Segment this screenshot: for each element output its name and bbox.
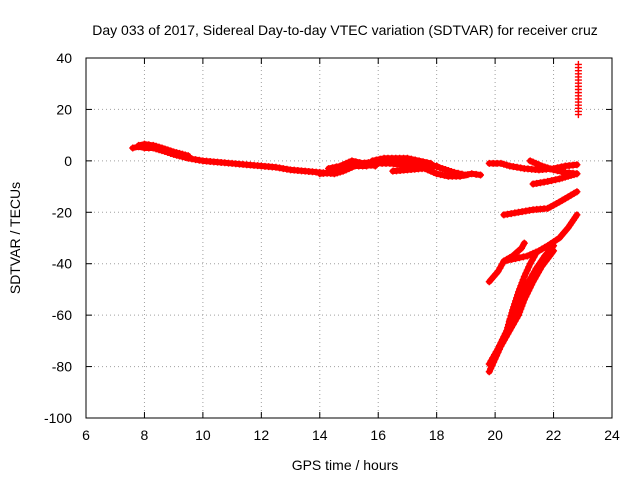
y-tick-label: 40 bbox=[56, 50, 72, 66]
y-tick-label: -80 bbox=[52, 359, 72, 375]
y-axis-label: SDTVAR / TECUs bbox=[7, 182, 23, 294]
data-point-marker bbox=[325, 165, 333, 173]
data-point-marker bbox=[433, 162, 441, 170]
x-tick-label: 10 bbox=[195, 427, 211, 443]
data-point-marker bbox=[433, 170, 441, 178]
data-point-marker bbox=[544, 177, 552, 185]
data-point-marker bbox=[518, 279, 526, 287]
x-tick-label: 6 bbox=[82, 427, 90, 443]
data-point-marker bbox=[520, 239, 528, 247]
data-point-marker bbox=[525, 263, 533, 271]
data-point-marker bbox=[407, 155, 415, 163]
y-tick-label: -20 bbox=[52, 204, 72, 220]
data-point-marker bbox=[512, 255, 520, 263]
data-point-marker bbox=[450, 168, 458, 176]
data-point-marker bbox=[415, 157, 423, 165]
data-point-marker bbox=[440, 171, 448, 179]
data-point-marker bbox=[522, 269, 530, 277]
plot-frame bbox=[85, 57, 613, 419]
data-point-marker bbox=[573, 161, 581, 169]
data-point-marker bbox=[552, 176, 560, 184]
data-point-marker bbox=[328, 164, 336, 172]
data-point-marker bbox=[573, 170, 581, 178]
data-point-marker bbox=[517, 282, 525, 290]
data-series-trace bbox=[135, 140, 192, 160]
data-point-marker bbox=[574, 111, 582, 119]
data-point-marker bbox=[348, 157, 356, 165]
data-point-marker bbox=[371, 162, 379, 170]
data-point-marker bbox=[517, 244, 525, 252]
data-series-trace bbox=[529, 170, 581, 188]
data-point-marker bbox=[504, 256, 512, 264]
chart-title: Day 033 of 2017, Sidereal Day-to-day VTE… bbox=[92, 22, 598, 38]
data-series-trace bbox=[325, 157, 379, 173]
y-tick-label: -40 bbox=[52, 256, 72, 272]
data-point-marker bbox=[508, 255, 516, 263]
y-tick-label: 0 bbox=[64, 153, 72, 169]
data-point-marker bbox=[360, 159, 368, 167]
data-series-trace bbox=[574, 60, 582, 119]
data-point-marker bbox=[532, 249, 540, 257]
data-point-marker bbox=[553, 167, 561, 175]
data-point-marker bbox=[500, 257, 508, 265]
data-series-trace bbox=[500, 188, 581, 219]
data-point-marker bbox=[364, 160, 372, 168]
data-point-marker bbox=[403, 154, 411, 162]
x-tick-label: 12 bbox=[254, 427, 270, 443]
x-tick-label: 14 bbox=[312, 427, 328, 443]
y-tick-label: -100 bbox=[44, 410, 72, 426]
data-series-trace bbox=[500, 211, 581, 265]
data-point-marker bbox=[573, 211, 581, 219]
data-point-marker bbox=[519, 276, 527, 284]
x-tick-label: 22 bbox=[546, 427, 562, 443]
data-point-marker bbox=[573, 188, 581, 196]
data-series-trace bbox=[506, 242, 558, 324]
data-point-marker bbox=[129, 144, 137, 152]
data-point-marker bbox=[332, 163, 340, 171]
data-point-marker bbox=[516, 308, 524, 316]
data-point-marker bbox=[550, 242, 558, 250]
data-point-marker bbox=[352, 158, 360, 166]
data-point-marker bbox=[519, 253, 527, 261]
data-series-trace bbox=[485, 159, 581, 174]
data-series-trace bbox=[526, 157, 581, 178]
data-point-marker bbox=[411, 156, 419, 164]
x-tick-label: 18 bbox=[429, 427, 445, 443]
x-axis-label: GPS time / hours bbox=[292, 457, 399, 473]
data-point-marker bbox=[419, 158, 427, 166]
data-series bbox=[129, 60, 582, 376]
data-point-marker bbox=[376, 155, 384, 163]
data-point-marker bbox=[356, 159, 364, 167]
data-point-marker bbox=[485, 368, 493, 376]
data-series-trace bbox=[389, 162, 441, 175]
data-point-marker bbox=[514, 311, 522, 319]
data-point-marker bbox=[523, 266, 531, 274]
x-tick-label: 24 bbox=[604, 427, 620, 443]
data-point-marker bbox=[520, 273, 528, 281]
data-point-marker bbox=[454, 169, 462, 177]
data-point-marker bbox=[437, 171, 445, 179]
x-tick-label: 16 bbox=[370, 427, 386, 443]
data-point-marker bbox=[550, 166, 558, 174]
x-tick-label: 20 bbox=[487, 427, 503, 443]
data-point-marker bbox=[477, 171, 484, 179]
data-point-marker bbox=[367, 161, 375, 169]
y-tick-label: -60 bbox=[52, 307, 72, 323]
x-tick-label: 8 bbox=[141, 427, 149, 443]
data-point-marker bbox=[135, 141, 143, 149]
data-point-marker bbox=[557, 168, 565, 176]
data-point-marker bbox=[458, 170, 466, 178]
data-point-marker bbox=[372, 156, 380, 164]
axis-ticks: 6 8 10 12 14 16 18 20 22 24 40 20 0 -20 -40 -60 -80 -100 bbox=[44, 50, 620, 443]
data-point-marker bbox=[462, 171, 470, 179]
y-tick-label: 20 bbox=[56, 101, 72, 117]
data-point-marker bbox=[515, 254, 523, 262]
grid bbox=[86, 58, 612, 418]
data-point-marker bbox=[548, 177, 556, 185]
data-point-marker bbox=[184, 152, 192, 160]
